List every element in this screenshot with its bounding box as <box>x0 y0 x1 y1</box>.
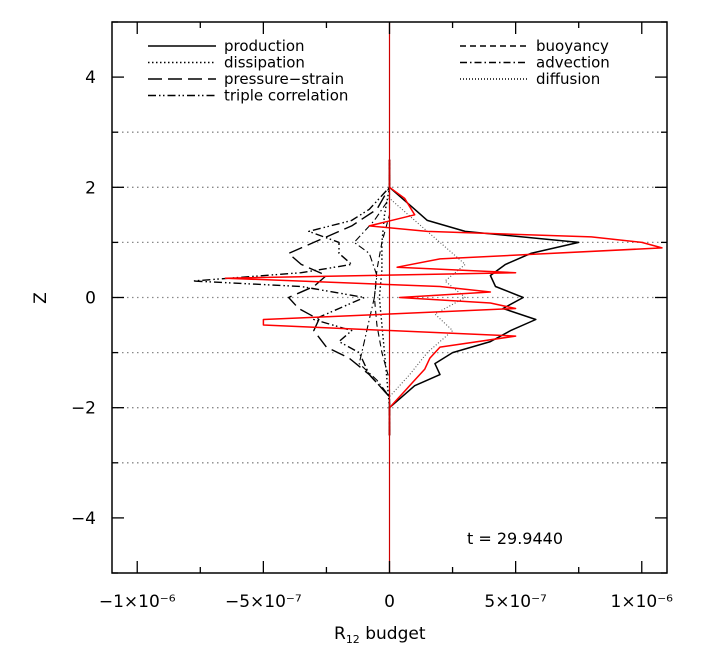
legend-label-left-3: triple correlation <box>224 87 348 105</box>
legend-label-left-1: dissipation <box>224 54 305 72</box>
y-tick-label-2: 0 <box>85 289 96 309</box>
legend-label-right-2: diffusion <box>536 70 600 88</box>
series-layer <box>192 22 663 573</box>
series-line-7 <box>224 159 663 436</box>
legend: productiondissipationpressure−straintrip… <box>148 37 610 105</box>
x-axis-label: R12 budget <box>334 624 426 646</box>
x-tick-labels: −1×10⁻⁶ −5×10⁻⁷ 0 5×10⁻⁷ 1×10⁻⁶ <box>99 592 673 612</box>
series-line-6 <box>388 159 466 436</box>
x-axis-label-main: R <box>334 624 346 644</box>
x-tick-label-2: 0 <box>384 592 395 612</box>
x-tick-label-1: −5×10⁻⁷ <box>225 592 302 612</box>
legend-label-right-0: buoyancy <box>536 37 609 55</box>
axis-ticks <box>112 21 667 574</box>
series-line-5 <box>353 159 391 436</box>
x-axis-label-rest: budget <box>360 624 426 644</box>
legend-label-left-2: pressure−strain <box>224 70 344 88</box>
x-tick-label-4: 1×10⁻⁶ <box>611 592 674 612</box>
series-line-2 <box>287 159 391 436</box>
legend-label-right-1: advection <box>536 54 610 72</box>
x-tick-label-0: −1×10⁻⁶ <box>99 592 176 612</box>
x-axis-label-subscript: 12 <box>346 633 360 646</box>
y-tick-label-0: −4 <box>71 509 96 529</box>
y-axis-label: Z <box>31 292 51 304</box>
legend-label-left-0: production <box>224 37 305 55</box>
y-tick-labels: −4 −2 0 2 4 <box>71 68 96 529</box>
time-annotation: t = 29.9440 <box>467 529 563 548</box>
x-tick-label-3: 5×10⁻⁷ <box>484 592 547 612</box>
series-line-0 <box>388 159 580 436</box>
y-tick-label-3: 2 <box>85 178 96 198</box>
y-tick-label-1: −2 <box>71 399 96 419</box>
y-tick-label-4: 4 <box>85 68 96 88</box>
series-line-4 <box>373 159 391 436</box>
